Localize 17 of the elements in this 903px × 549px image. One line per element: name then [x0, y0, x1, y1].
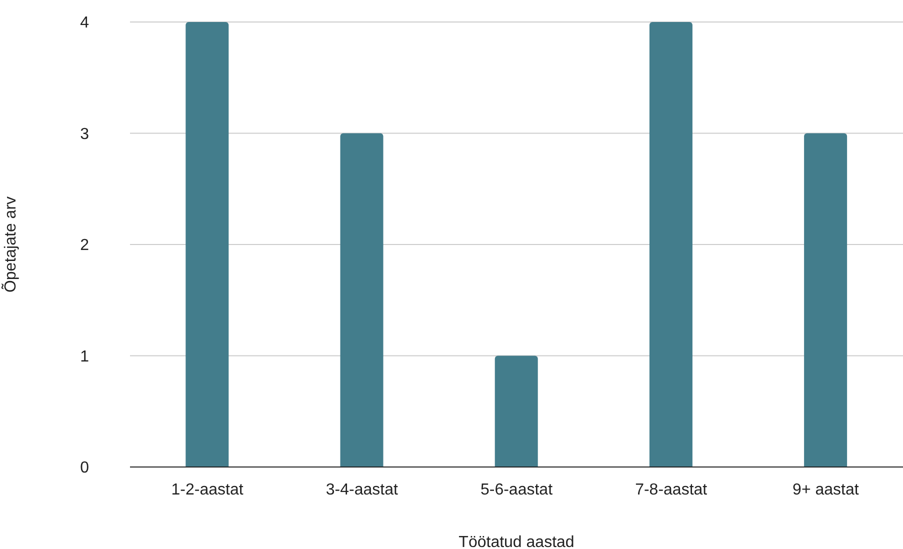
bar	[494, 356, 538, 467]
x-tick-label: 5-6-aastat	[480, 481, 554, 498]
x-tick-label: 9+ aastat	[792, 481, 860, 498]
x-tick-label: 3-4-aastat	[326, 481, 398, 498]
bar	[804, 133, 848, 467]
x-axis-title: Töötatud aastad	[458, 534, 574, 549]
y-tick-label: 1	[80, 348, 90, 366]
y-tick-label: 2	[80, 237, 90, 254]
y-tick-label: 3	[80, 126, 90, 143]
y-tick-label: 0	[80, 460, 90, 477]
y-axis-title: Õpetajate arv	[0, 196, 20, 293]
bar	[186, 22, 229, 467]
x-tick-label: 1-2-aastat	[171, 481, 244, 498]
bar	[340, 133, 384, 467]
x-tick-label: 7-8-aastat	[635, 481, 708, 498]
bar	[649, 22, 692, 467]
y-tick-label: 4	[80, 14, 90, 32]
